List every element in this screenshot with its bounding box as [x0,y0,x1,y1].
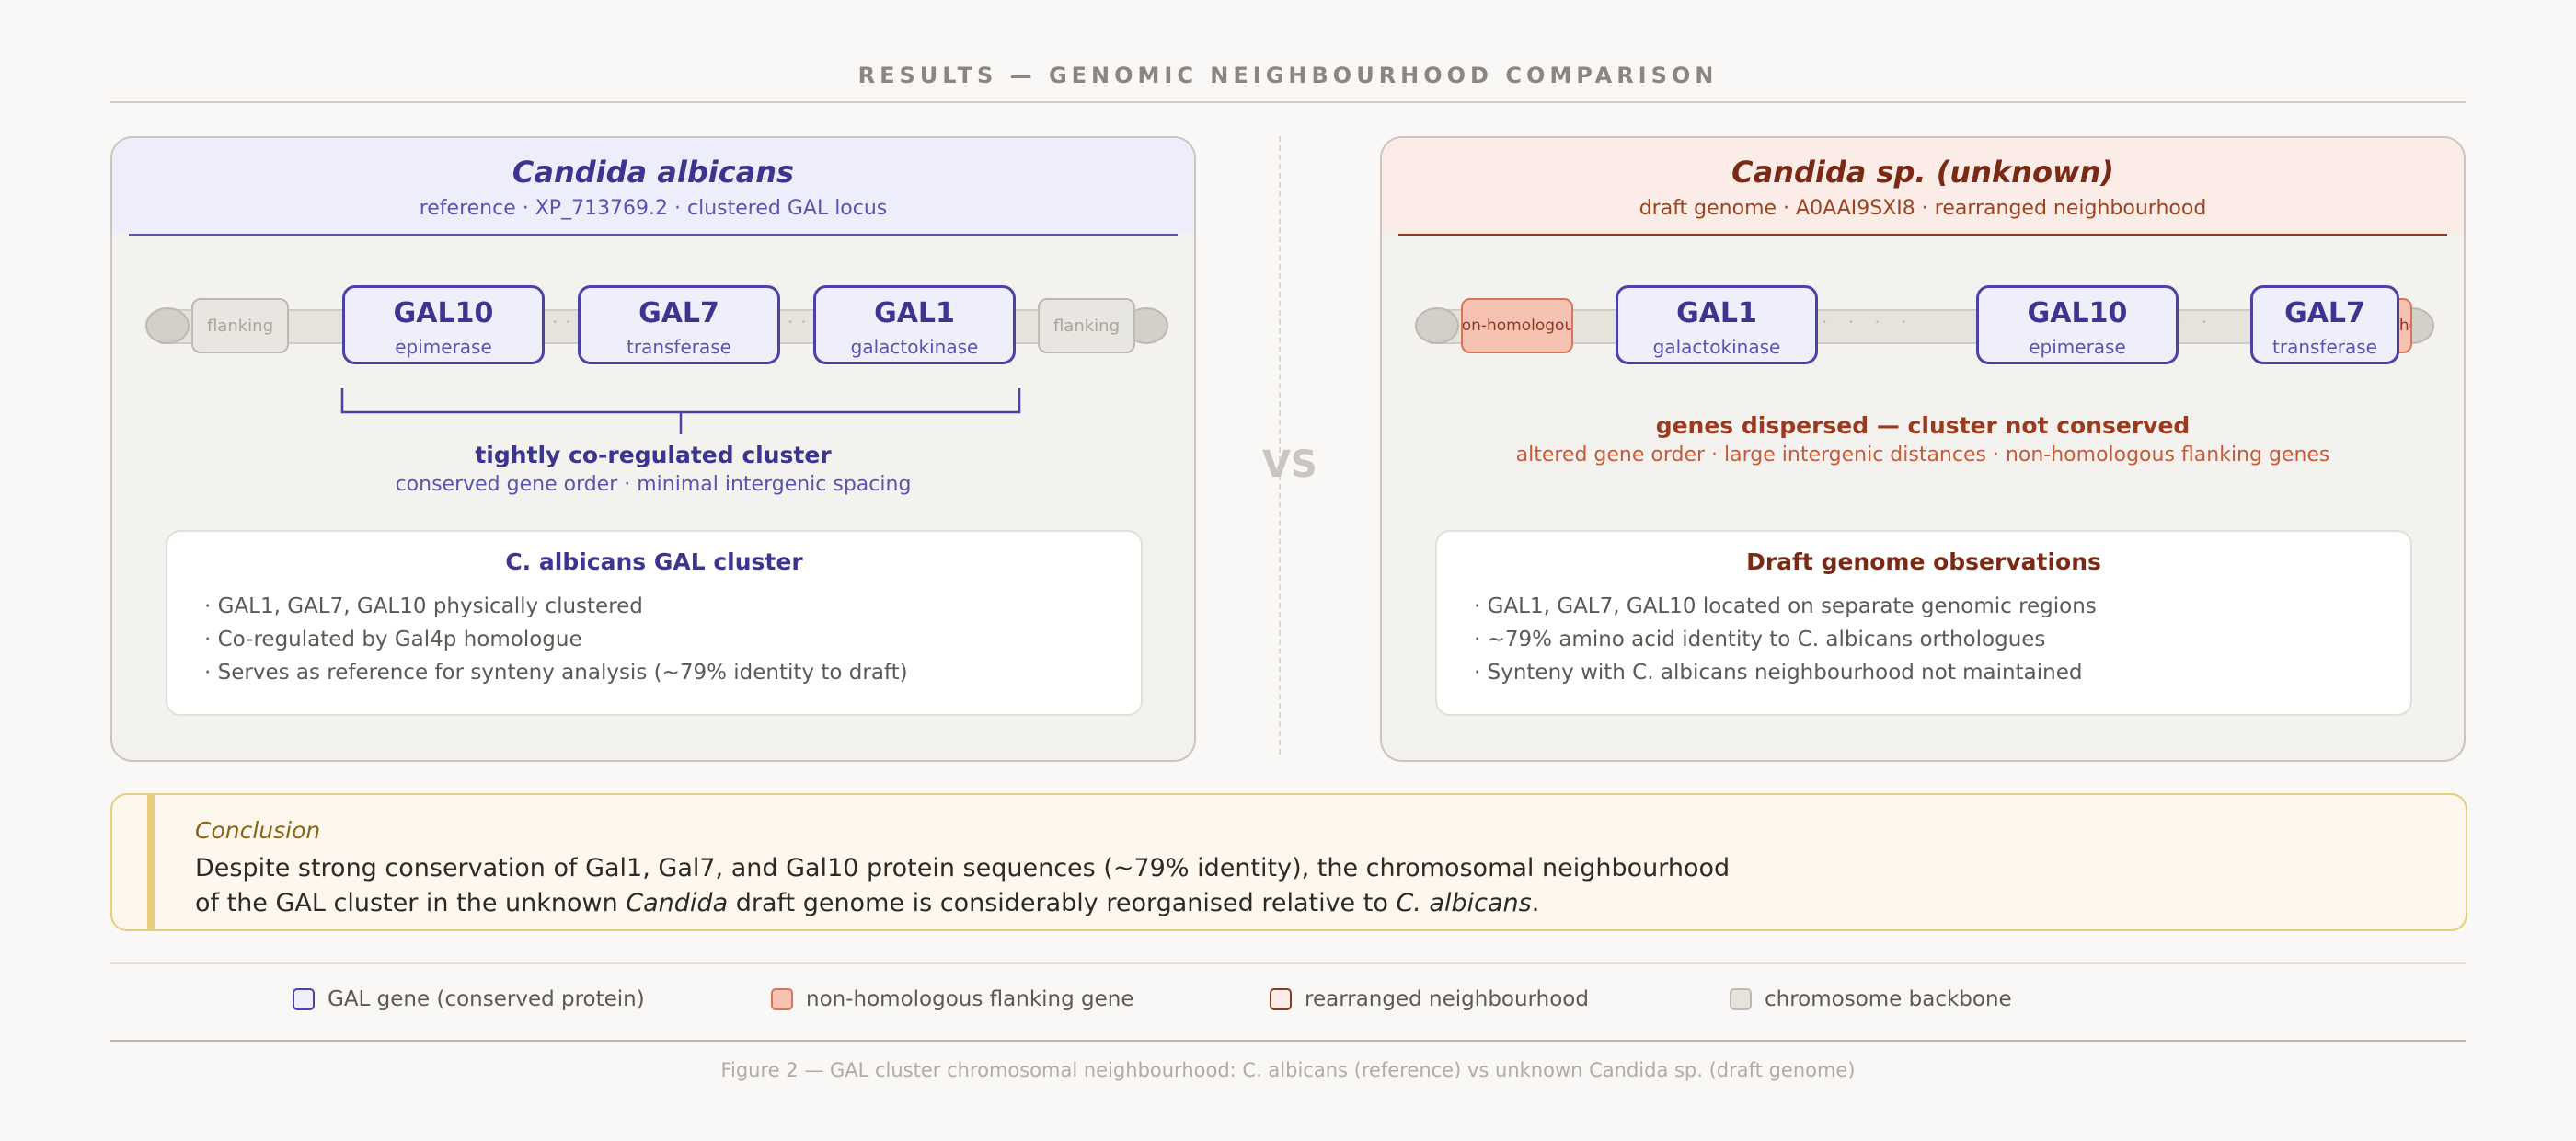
gene-name: GAL1 [874,297,955,329]
legend-item-backbone: chromosome backbone [1730,987,2012,1011]
title-divider [110,101,2466,103]
draft-header-rule [1398,234,2447,236]
gene-function: transferase [627,336,731,358]
conclusion-line-1: Despite strong conservation of Gal1, Gal… [195,854,1731,882]
gene-name: GAL10 [2027,297,2128,329]
reference-flanking-right: flanking [1038,298,1135,353]
draft-species-title: Candida sp. (unknown) [1731,155,2114,190]
vs-label: VS [1262,444,1317,486]
gene-function: epimerase [395,336,492,358]
draft-subtitle: draft genome · A0AAI9SXI8 · rearranged n… [1639,197,2207,220]
large-intergenic-gap: · · · · [1822,311,1915,333]
gene-name: GAL1 [1676,297,1757,329]
reference-info-line: · Serves as reference for synteny analys… [204,661,908,685]
legend-swatch [293,988,315,1010]
reference-panel-header: Candida albicans reference · XP_713769.2… [112,138,1194,234]
legend-label: rearranged neighbourhood [1305,987,1589,1011]
reference-panel: Candida albicans reference · XP_713769.2… [110,136,1196,762]
cluster-sublabel: conserved gene order · minimal intergeni… [395,473,912,496]
gene-function: galactokinase [1652,336,1781,358]
draft-info-box: Draft genome observations · GAL1, GAL7, … [1435,530,2412,716]
cluster-bracket [340,388,1021,434]
gene-gal10: GAL10 epimerase [1976,285,2179,364]
legend-item-nonhomologous: non-homologous flanking gene [771,987,1134,1011]
reference-subtitle: reference · XP_713769.2 · clustered GAL … [419,197,888,220]
conclusion-line-2: of the GAL cluster in the unknown Candid… [195,889,1539,917]
conclusion-accent-bar [147,795,155,929]
reference-info-line: · Co-regulated by Gal4p homologue [204,628,582,651]
reference-info-title: C. albicans GAL cluster [505,548,803,575]
conclusion-text: draft genome is considerably reorganised… [728,889,1397,917]
dispersed-label: genes dispersed — cluster not conserved [1655,412,2191,439]
draft-info-line: · ~79% amino acid identity to C. albican… [1474,628,2046,651]
draft-chromosome-backbone [1428,309,2398,344]
conclusion-text: . [1531,889,1540,917]
legend-swatch [771,988,793,1010]
dispersed-sublabel: altered gene order · large intergenic di… [1515,444,2330,467]
legend-item-rearranged: rearranged neighbourhood [1270,987,1589,1011]
gene-name: GAL7 [2284,297,2365,329]
gene-name: GAL7 [638,297,719,329]
legend-label: non-homologous flanking gene [806,987,1134,1011]
reference-info-line: · GAL1, GAL7, GAL10 physically clustered [204,594,643,618]
draft-panel: Candida sp. (unknown) draft genome · A0A… [1380,136,2466,762]
legend-bottom-divider [110,1040,2466,1042]
legend-swatch [1270,988,1292,1010]
draft-info-line: · GAL1, GAL7, GAL10 located on separate … [1474,594,2097,618]
gene-name: GAL10 [393,297,494,329]
conclusion-box: Conclusion Despite strong conservation o… [110,793,2467,931]
draft-panel-header: Candida sp. (unknown) draft genome · A0A… [1382,138,2464,234]
conclusion-species: C. albicans [1396,889,1532,917]
gene-gal1: GAL1 galactokinase [813,285,1016,364]
cluster-label: tightly co-regulated cluster [475,442,832,468]
legend-label: chromosome backbone [1765,987,2012,1011]
reference-flanking-left: flanking [191,298,289,353]
large-intergenic-gap: · · [2175,311,2215,333]
figure-section-title: RESULTS — GENOMIC NEIGHBOURHOOD COMPARIS… [857,63,1719,88]
figure-caption: Figure 2 — GAL cluster chromosomal neigh… [720,1059,1856,1081]
gene-function: epimerase [2029,336,2126,358]
legend-top-divider [110,962,2466,964]
reference-info-box: C. albicans GAL cluster · GAL1, GAL7, GA… [166,530,1143,716]
gene-function: transferase [2272,336,2377,358]
gene-gal10: GAL10 epimerase [342,285,545,364]
conclusion-genus: Candida [626,889,729,917]
draft-info-line: · Synteny with C. albicans neighbourhood… [1474,661,2083,685]
legend-swatch [1730,988,1752,1010]
conclusion-text: of the GAL cluster in the unknown [195,889,627,917]
legend-label: GAL gene (conserved protein) [328,987,645,1011]
conclusion-label: Conclusion [195,817,321,844]
gene-gal7: GAL7 transferase [2250,285,2399,364]
gene-gal7: GAL7 transferase [578,285,780,364]
panel-divider [1279,136,1281,755]
gene-function: galactokinase [850,336,979,358]
gene-gal1: GAL1 galactokinase [1616,285,1818,364]
legend-item-gal-gene: GAL gene (conserved protein) [293,987,645,1011]
reference-header-rule [129,234,1178,236]
nonhomologous-flank-left: non-homologous [1461,298,1573,353]
draft-info-title: Draft genome observations [1746,548,2101,575]
reference-species-title: Candida albicans [512,155,795,190]
chromosome-left-cap [1415,307,1459,344]
chromosome-left-cap [145,307,190,344]
